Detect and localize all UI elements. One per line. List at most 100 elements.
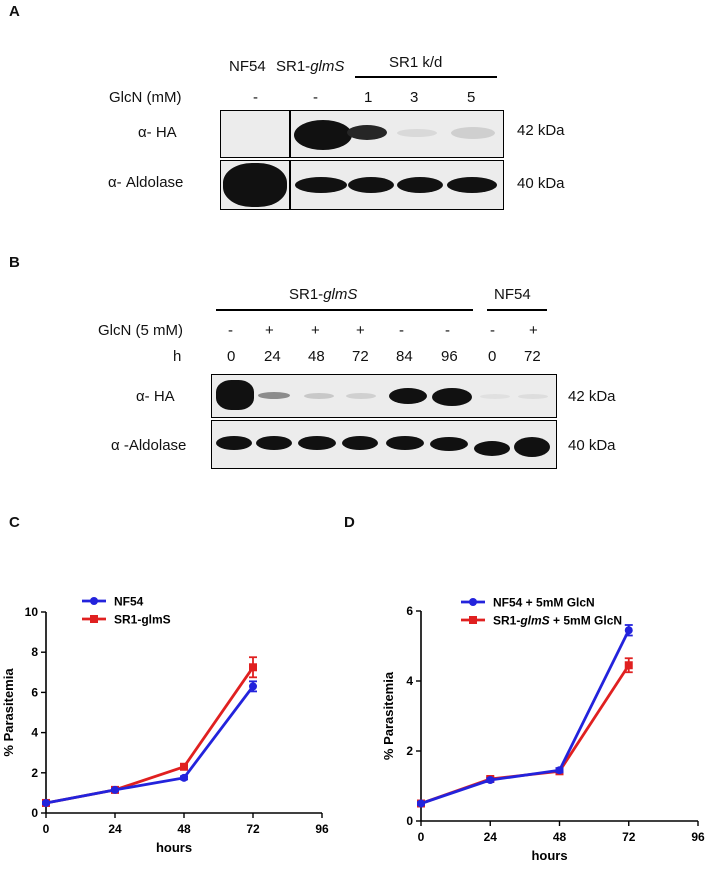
- band-a-ald-2: [295, 177, 347, 193]
- glcn-b-8: +: [529, 322, 538, 339]
- y-axis-title: % Parasitemia: [1, 668, 16, 757]
- x-tick-label: 48: [177, 822, 191, 836]
- y-tick-label: 2: [31, 766, 38, 780]
- glcn-5mm-label: GlcN (5 mM): [98, 322, 183, 339]
- kda-b-40: 40 kDa: [568, 437, 616, 454]
- glcn-b-6: -: [445, 322, 450, 339]
- band-b-ald-2: [256, 436, 292, 450]
- legend-label: NF54: [114, 595, 144, 609]
- header-kd-line: [355, 76, 497, 78]
- h-b-6: 96: [441, 348, 458, 365]
- band-b-ald-7: [474, 441, 510, 456]
- legend-swatch-marker: [469, 598, 477, 606]
- x-axis-title: hours: [531, 848, 567, 863]
- x-tick-label: 0: [418, 830, 425, 844]
- band-b-ha-7: [480, 394, 510, 399]
- legend-label: SR1-glmS + 5mM GlcN: [493, 614, 622, 628]
- blot-b-aldolase: [211, 420, 557, 469]
- band-a-ha-1: [294, 120, 352, 150]
- glcn-a-3: 1: [364, 89, 373, 106]
- x-tick-label: 24: [108, 822, 122, 836]
- glcn-b-2: +: [265, 322, 274, 339]
- legend-swatch-marker: [90, 597, 98, 605]
- legend-swatch-marker: [90, 615, 98, 623]
- x-tick-label: 48: [553, 830, 567, 844]
- h-b-3: 48: [308, 348, 325, 365]
- group-sr1-line: [216, 309, 473, 311]
- series-line: [45, 685, 255, 805]
- band-a-ald-5: [447, 177, 497, 193]
- panel-a-label: A: [9, 3, 20, 20]
- row-b-ha-label: α- HA: [136, 388, 175, 405]
- data-point: [555, 766, 564, 775]
- glcn-b-7: -: [490, 322, 495, 339]
- header-glms-italic: glmS: [310, 58, 345, 75]
- header-nf54: NF54: [229, 58, 266, 75]
- data-point: [624, 661, 633, 670]
- legend-label-part: glmS: [519, 614, 549, 628]
- x-tick-label: 72: [246, 822, 260, 836]
- band-b-ald-5: [386, 436, 424, 450]
- row-a-ha-label: α- HA: [138, 124, 177, 141]
- series-line: [420, 629, 631, 805]
- h-b-5: 84: [396, 348, 413, 365]
- band-b-ha-2: [258, 392, 290, 399]
- band-b-ald-6: [430, 437, 468, 451]
- x-tick-label: 24: [484, 830, 498, 844]
- group-nf54-line: [487, 309, 547, 311]
- blot-a-divider-bottom: [289, 161, 291, 209]
- group-sr1-glms: SR1-glmS: [289, 286, 357, 303]
- band-b-ha-1: [216, 380, 254, 410]
- band-b-ald-4: [342, 436, 378, 450]
- legend-label: SR1-glmS: [114, 613, 171, 627]
- header-sr1-text: SR1-: [276, 58, 311, 75]
- row-b-aldolase-label: α -Aldolase: [111, 437, 187, 454]
- legend-swatch-marker: [469, 616, 477, 624]
- band-a-ald-4: [397, 177, 443, 193]
- band-b-ha-6: [432, 388, 472, 406]
- kda-a-40: 40 kDa: [517, 175, 565, 192]
- blot-a-ha: [220, 110, 504, 158]
- h-b-8: 72: [524, 348, 541, 365]
- y-tick-label: 6: [31, 685, 38, 699]
- legend-label: NF54 + 5mM GlcN: [493, 596, 595, 610]
- data-point: [111, 785, 119, 794]
- glcn-a-2: -: [313, 89, 318, 106]
- h-b-4: 72: [352, 348, 369, 365]
- x-tick-label: 0: [43, 822, 50, 836]
- band-a-ha-4: [451, 127, 495, 139]
- legend-label-part: + 5mM GlcN: [550, 614, 622, 628]
- glcn-a-4: 3: [410, 89, 419, 106]
- y-tick-label: 6: [406, 604, 413, 618]
- x-tick-label: 96: [315, 822, 329, 836]
- data-point: [42, 798, 50, 807]
- panel-b-label: B: [9, 254, 20, 271]
- y-tick-label: 8: [31, 645, 38, 659]
- blot-b-ha: [211, 374, 557, 418]
- band-b-ha-8: [518, 394, 548, 399]
- legend-label-part: SR1-: [493, 614, 520, 628]
- data-point: [417, 799, 425, 808]
- glcn-b-4: +: [356, 322, 365, 339]
- y-tick-label: 4: [31, 726, 38, 740]
- header-sr1-kd: SR1 k/d: [389, 54, 443, 71]
- band-b-ald-3: [298, 436, 336, 450]
- data-point: [249, 682, 257, 691]
- blot-a-aldolase: [220, 160, 504, 210]
- group-glms-italic: glmS: [323, 286, 358, 303]
- glcn-b-5: -: [399, 322, 404, 339]
- y-tick-label: 2: [406, 744, 413, 758]
- band-b-ald-8: [514, 437, 550, 457]
- data-point: [624, 626, 633, 635]
- band-b-ha-5: [389, 388, 427, 404]
- band-a-ald-3: [348, 177, 394, 193]
- header-sr1-glms: SR1-glmS: [276, 58, 344, 75]
- band-a-ha-2: [347, 125, 387, 140]
- kda-a-42: 42 kDa: [517, 122, 565, 139]
- h-b-7: 0: [488, 348, 497, 365]
- glcn-b-3: +: [311, 322, 320, 339]
- kda-b-42: 42 kDa: [568, 388, 616, 405]
- y-tick-label: 0: [31, 806, 38, 820]
- glcn-a-5: 5: [467, 89, 476, 106]
